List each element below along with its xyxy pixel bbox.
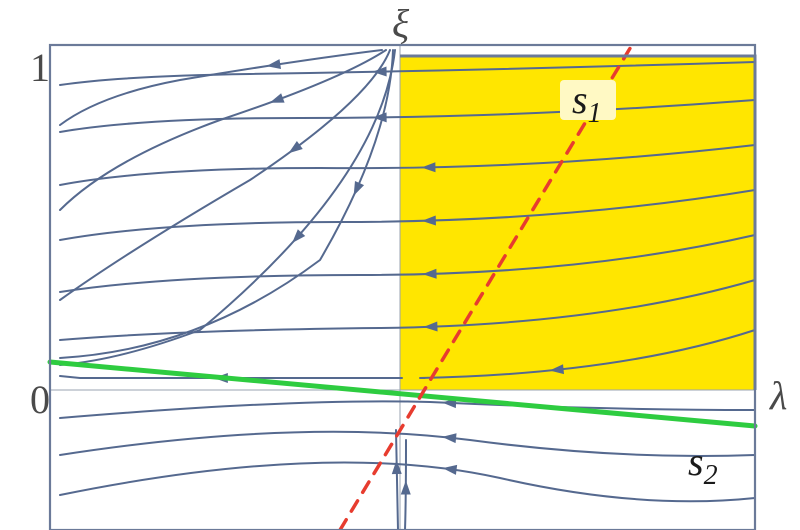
s2-sub: 2 bbox=[704, 460, 718, 491]
arrowhead bbox=[442, 433, 456, 443]
s2-label: s2 bbox=[688, 438, 718, 492]
s1-sub: 1 bbox=[588, 98, 602, 129]
y-axis-label: ξ bbox=[392, 0, 409, 47]
s2-text: s bbox=[688, 439, 704, 484]
s1-text: s bbox=[572, 77, 588, 122]
arrowhead bbox=[270, 93, 285, 102]
y-tick-zero: 0 bbox=[30, 376, 50, 423]
arrowhead bbox=[443, 465, 458, 475]
arrowhead bbox=[288, 141, 302, 153]
streamline bbox=[396, 430, 398, 530]
x-axis-label: λ bbox=[770, 372, 787, 419]
arrowhead bbox=[401, 481, 411, 495]
streamline bbox=[60, 50, 382, 125]
streamline bbox=[60, 432, 755, 456]
streamline bbox=[60, 50, 390, 300]
y-tick-one: 1 bbox=[30, 44, 50, 91]
phase-portrait bbox=[0, 0, 800, 530]
streamline bbox=[60, 50, 393, 358]
arrowhead bbox=[266, 59, 281, 69]
s1-label: s1 bbox=[572, 76, 602, 130]
arrowhead bbox=[354, 181, 364, 196]
streamline bbox=[60, 50, 395, 365]
streamline bbox=[60, 462, 755, 501]
